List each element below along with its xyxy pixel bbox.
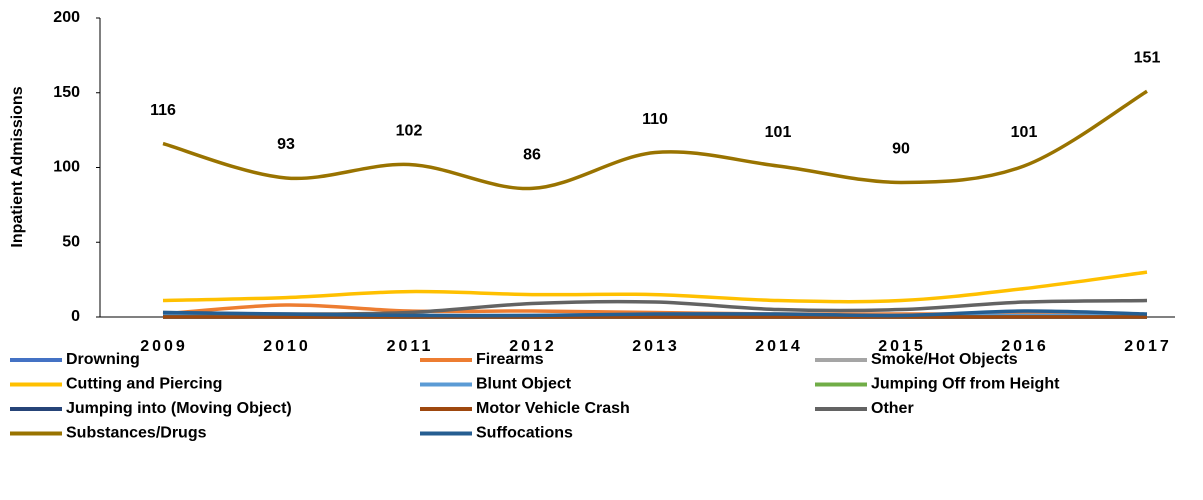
x-tick-label: 2011: [387, 338, 434, 355]
legend-label: Firearms: [476, 351, 544, 368]
y-tick-label: 200: [53, 9, 80, 26]
series-line: [162, 89, 1148, 191]
legend-label: Substances/Drugs: [66, 425, 207, 442]
data-label: 116: [150, 102, 176, 119]
data-label: 86: [523, 147, 541, 164]
y-tick-label: 150: [53, 84, 80, 101]
legend-label: Jumping Off from Height: [871, 376, 1060, 393]
legend-label: Motor Vehicle Crash: [476, 400, 630, 417]
data-label: 102: [396, 123, 423, 140]
data-label: 151: [1134, 49, 1161, 66]
y-tick-label: 100: [53, 159, 80, 176]
x-tick-label: 2014: [755, 338, 803, 355]
x-tick-label: 2010: [263, 338, 311, 355]
legend-label: Other: [871, 400, 914, 417]
data-label: 93: [277, 136, 295, 153]
y-tick-label: 0: [71, 308, 80, 325]
x-tick-label: 2015: [878, 338, 926, 355]
data-label: 101: [1011, 124, 1038, 141]
y-tick-label: 50: [62, 233, 80, 250]
legend-label: Blunt Object: [476, 376, 572, 393]
data-label: 101: [765, 124, 792, 141]
x-tick-label: 2012: [509, 338, 557, 355]
y-axis-title: Inpatient Admissions: [9, 86, 26, 247]
data-label: 110: [642, 111, 668, 128]
x-tick-label: 2009: [140, 338, 188, 355]
series-line: [162, 309, 1148, 318]
series-line: [162, 270, 1148, 304]
data-label: 90: [892, 141, 910, 158]
legend-label: Jumping into (Moving Object): [66, 400, 292, 417]
legend-label: Smoke/Hot Objects: [871, 351, 1018, 368]
x-tick-label: 2013: [632, 338, 680, 355]
x-tick-label: 2016: [1001, 338, 1049, 355]
legend-label: Cutting and Piercing: [66, 376, 222, 393]
legend-label: Drowning: [66, 351, 140, 368]
legend-label: Suffocations: [476, 425, 573, 442]
x-tick-label: 2017: [1124, 338, 1172, 355]
